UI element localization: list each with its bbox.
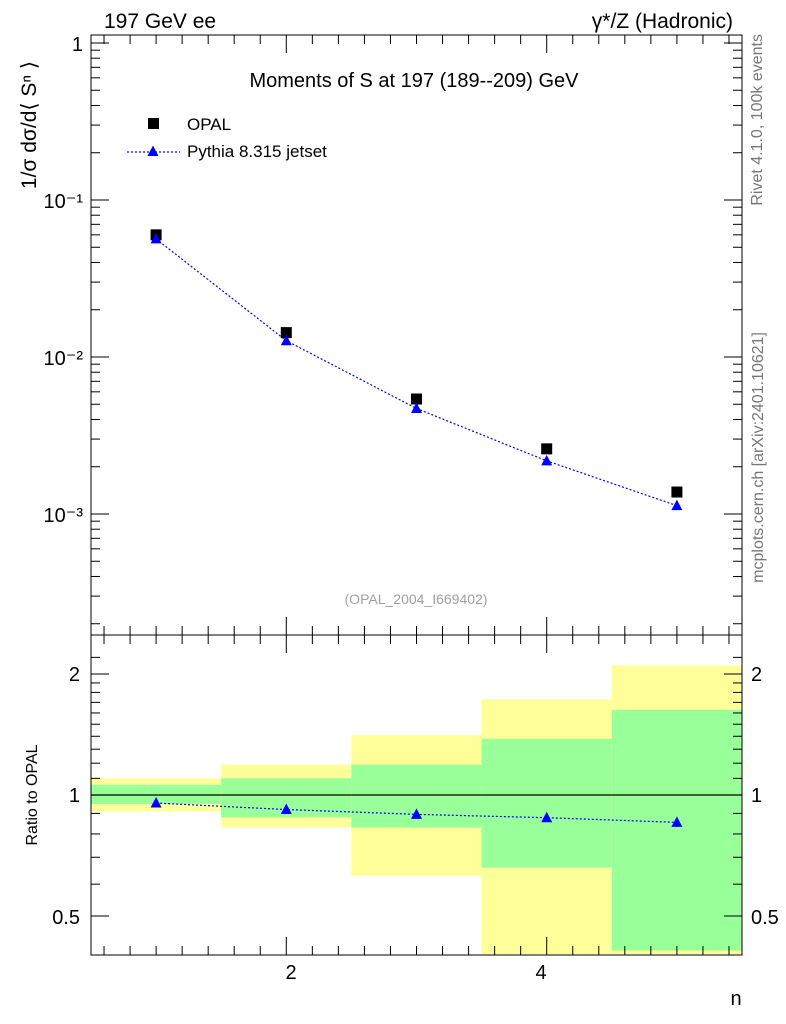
opal-data-point <box>671 486 683 498</box>
ratio-data-marks <box>91 794 742 827</box>
ratio-y-tick-label-right: 2 <box>751 664 762 686</box>
main-y-tick-label: 1 <box>72 34 83 56</box>
ratio-y-axis-label: Ratio to OPAL <box>24 744 41 845</box>
main-y-tick-labels: 1 10⁻¹ 10⁻² 10⁻³ <box>44 34 84 527</box>
ratio-x-axis-label: n <box>730 988 741 1010</box>
ratio-x-tick-label: 4 <box>535 962 546 984</box>
main-axis-ticks <box>91 35 742 635</box>
pythia-data-point <box>150 232 162 244</box>
legend-pythia-label: Pythia 8.315 jetset <box>187 142 327 161</box>
ratio-data-point <box>150 797 162 808</box>
ratio-y-tick-labels-left: 0.5 1 2 <box>52 664 80 929</box>
legend: OPAL Pythia 8.315 jetset <box>127 115 327 161</box>
main-data-marks <box>150 229 683 511</box>
ratio-inner-band <box>611 709 742 951</box>
mcplots-label: mcplots.cern.ch [arXiv:2401.10621] <box>750 332 767 583</box>
ratio-y-tick-label: 0.5 <box>52 907 80 929</box>
header-left-label: 197 GeV ee <box>104 10 216 33</box>
ratio-x-tick-label: 2 <box>285 962 296 984</box>
pythia-data-point <box>411 402 422 413</box>
pythia-data-point <box>541 454 553 466</box>
ratio-data-point <box>671 816 683 827</box>
opal-data-point <box>411 393 422 405</box>
main-y-tick-label: 10⁻¹ <box>44 191 84 213</box>
legend-opal-marker <box>148 118 159 129</box>
rivet-label: Rivet 4.1.0, 100k events <box>749 34 766 206</box>
ratio-data-point <box>541 811 553 823</box>
ratio-y-tick-label-right: 1 <box>751 785 762 807</box>
pythia-data-point <box>671 499 683 511</box>
ratio-y-tick-label: 1 <box>69 785 80 807</box>
pythia-data-point <box>280 334 292 346</box>
ratio-data-point <box>411 808 422 819</box>
main-y-axis-label: 1/σ dσ/d⟨ Sⁿ ⟩ <box>18 61 41 189</box>
ratio-y-tick-labels-right: 0.5 1 2 <box>751 664 779 929</box>
header-right-label: γ*/Z (Hadronic) <box>592 10 733 33</box>
ratio-data-point <box>280 803 292 815</box>
reference-label: (OPAL_2004_I669402) <box>345 591 488 607</box>
ratio-y-tick-label-right: 0.5 <box>751 907 779 929</box>
opal-data-point <box>541 443 553 455</box>
main-y-tick-label: 10⁻³ <box>44 505 84 527</box>
ratio-plot-frame <box>90 634 743 956</box>
main-plot-title: Moments of S at 197 (189--209) GeV <box>249 70 579 92</box>
legend-pythia-marker <box>147 145 159 156</box>
ratio-inner-band <box>91 784 222 804</box>
ratio-axis-ticks <box>91 635 742 955</box>
main-y-tick-label: 10⁻² <box>44 348 84 370</box>
opal-data-point <box>280 327 292 339</box>
ratio-x-tick-labels: 2 4 <box>285 962 546 984</box>
legend-opal-label: OPAL <box>187 115 231 134</box>
ratio-inner-band <box>481 738 612 868</box>
ratio-y-tick-label: 2 <box>69 664 80 686</box>
mc-series-line <box>155 238 678 507</box>
